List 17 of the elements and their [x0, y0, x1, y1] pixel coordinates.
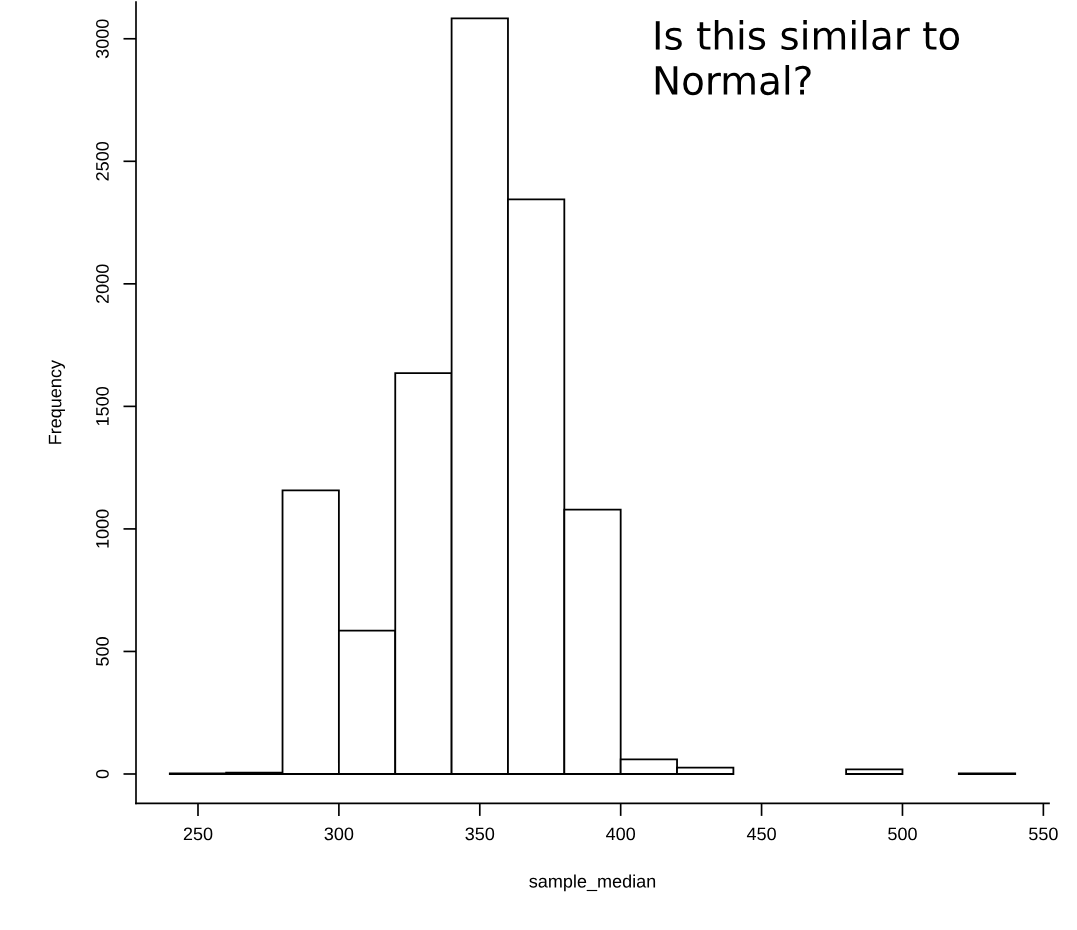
x-tick-label: 550	[1029, 827, 1058, 841]
x-tick-label: 300	[324, 827, 354, 841]
y-tick-label: 500	[96, 637, 109, 666]
y-tick-label: 2000	[96, 264, 109, 304]
y-tick-label: 1500	[96, 387, 109, 426]
x-tick-label: 250	[183, 827, 213, 841]
x-tick-label: 500	[888, 827, 917, 841]
x-axis-title: sample_median	[529, 874, 656, 892]
y-tick-label: 1000	[96, 509, 109, 548]
x-tick-label: 350	[465, 827, 495, 841]
y-tick-label: 3000	[96, 19, 109, 59]
y-tick-label: 0	[96, 769, 109, 779]
x-tick-label: 450	[746, 827, 776, 841]
x-tick-label: 400	[606, 827, 636, 841]
y-tick-label: 2500	[96, 141, 109, 181]
annotation: Is this similar to Normal?	[655, 20, 960, 96]
y-axis-title: Frequency	[48, 360, 65, 444]
